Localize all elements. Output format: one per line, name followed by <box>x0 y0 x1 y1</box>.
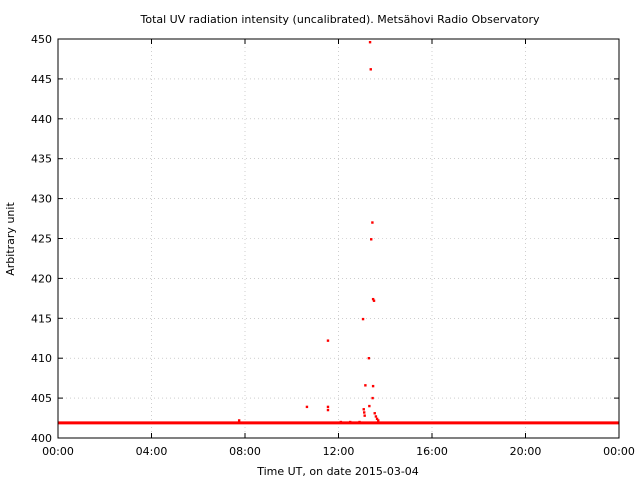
x-tick-label: 00:00 <box>42 445 74 458</box>
data-point <box>361 317 365 321</box>
x-tick-label: 08:00 <box>229 445 261 458</box>
data-point <box>362 408 365 411</box>
y-tick-label: 435 <box>31 153 52 166</box>
y-tick-label: 425 <box>31 233 52 246</box>
x-tick-label: 20:00 <box>510 445 542 458</box>
data-point <box>305 405 309 409</box>
data-point <box>377 419 380 422</box>
grid-lines <box>58 39 619 438</box>
y-tick-label: 400 <box>31 432 52 445</box>
data-point <box>368 40 372 44</box>
data-point <box>326 405 330 409</box>
data-point <box>369 68 372 71</box>
data-point <box>326 339 330 342</box>
data-point <box>358 420 361 424</box>
y-tick-label: 415 <box>31 312 52 325</box>
y-tick-label: 410 <box>31 352 52 365</box>
data-point <box>374 415 378 418</box>
y-tick-label: 405 <box>31 392 52 405</box>
data-points <box>58 40 619 425</box>
y-tick-label: 430 <box>31 193 52 206</box>
data-point <box>237 419 241 422</box>
data-point <box>339 420 343 424</box>
data-point <box>371 384 375 388</box>
data-point <box>363 411 366 414</box>
data-point <box>371 297 375 301</box>
y-tick-label: 440 <box>31 113 52 126</box>
x-tick-label: 04:00 <box>136 445 168 458</box>
x-tick-label: 00:00 <box>603 445 635 458</box>
data-point <box>368 404 371 408</box>
data-point <box>348 420 352 424</box>
y-tick-label: 420 <box>31 272 52 285</box>
x-tick-label: 12:00 <box>323 445 355 458</box>
data-point <box>370 238 373 241</box>
data-point <box>372 299 376 302</box>
data-point <box>371 396 374 400</box>
x-tick-label: 16:00 <box>416 445 448 458</box>
x-axis-label: Time UT, on date 2015-03-04 <box>256 465 419 478</box>
data-point <box>364 384 367 387</box>
y-axis-label: Arbitrary unit <box>4 202 17 276</box>
data-point <box>373 412 376 415</box>
y-tick-label: 445 <box>31 73 52 86</box>
tick-labels: 00:00 04:00 08:00 12:00 16:00 20:00 00:0040040… <box>31 33 635 458</box>
data-point <box>363 414 366 417</box>
data-point <box>375 417 379 421</box>
data-point <box>326 408 330 412</box>
data-point <box>371 221 374 224</box>
data-point <box>367 357 371 360</box>
axis-ticks <box>57 38 620 439</box>
y-tick-label: 450 <box>31 33 52 46</box>
chart-title: Total UV radiation intensity (uncalibrat… <box>140 13 540 26</box>
